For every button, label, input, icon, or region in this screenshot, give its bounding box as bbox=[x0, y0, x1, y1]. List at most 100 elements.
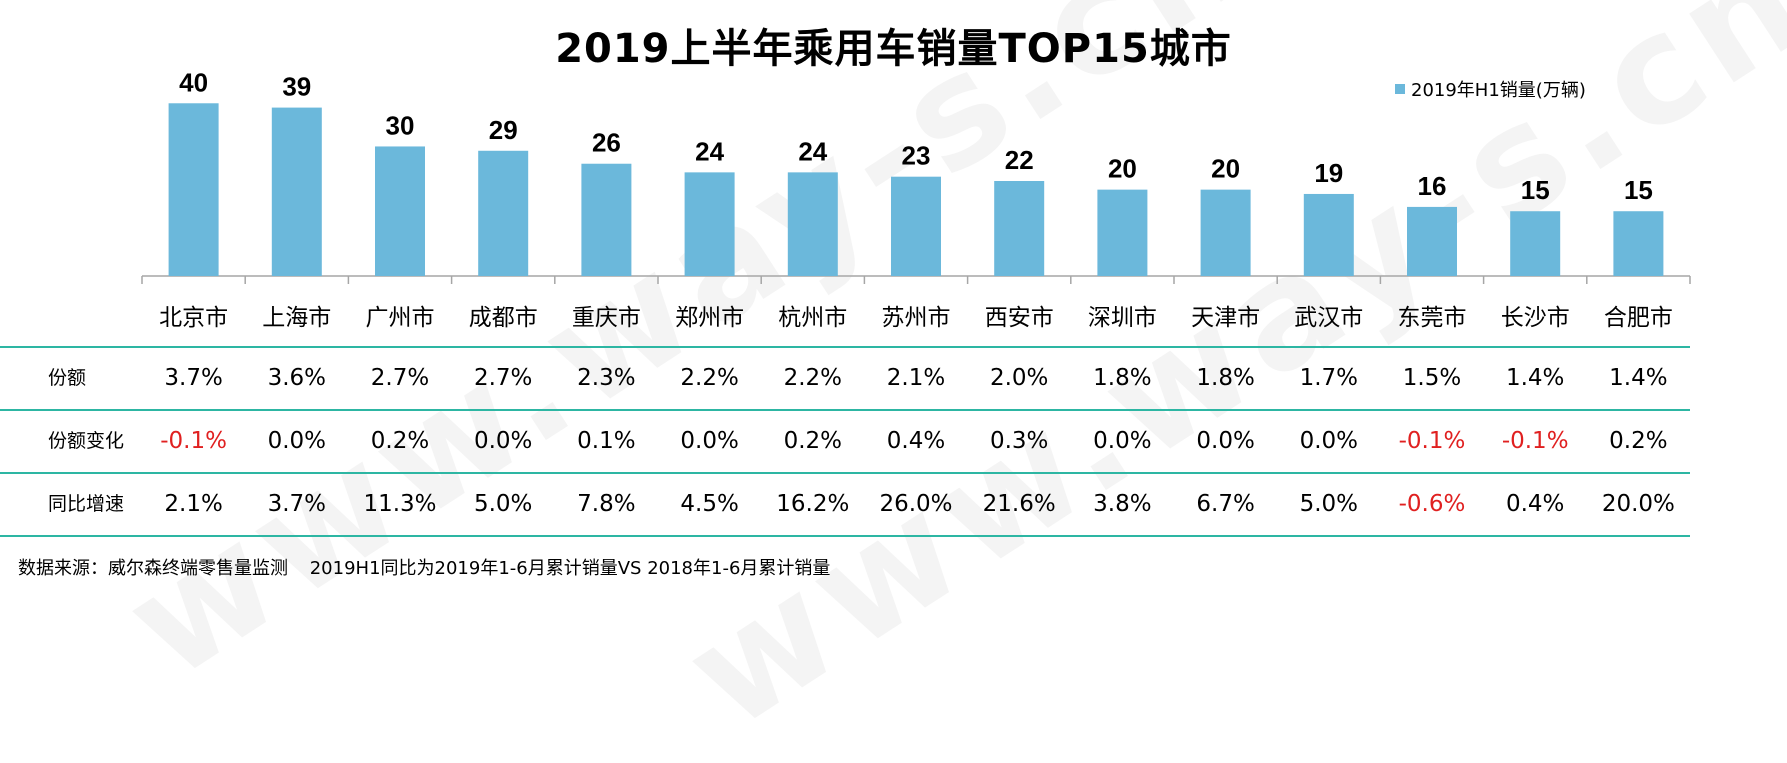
table-cell: 0.2% bbox=[783, 428, 843, 454]
table-cell: 4.5% bbox=[680, 491, 739, 517]
x-tick-label: 上海市 bbox=[262, 305, 331, 331]
bar bbox=[891, 176, 941, 276]
x-tick-label: 合肥市 bbox=[1604, 305, 1673, 331]
bar bbox=[478, 150, 529, 276]
x-tick-label: 重庆市 bbox=[572, 305, 641, 331]
x-tick-label: 苏州市 bbox=[882, 305, 951, 331]
data-label: 24 bbox=[798, 136, 827, 166]
table-cell: 1.5% bbox=[1402, 365, 1462, 391]
x-tick-label: 成都市 bbox=[469, 305, 538, 331]
table-cell: 5.0% bbox=[473, 491, 533, 517]
legend-label: 2019年H1销量(万辆) bbox=[1411, 80, 1586, 101]
table-row: 份额 3.7% 3.6% 2.7% 2.7% 2.3% 2.2% 2.2% 2.1% 2.0% 1.… bbox=[0, 346, 1690, 411]
table-cell: 1.4% bbox=[1505, 365, 1565, 391]
legend: 2019年H1销量(万辆) bbox=[1395, 76, 1586, 102]
legend-swatch bbox=[1395, 84, 1405, 94]
bar bbox=[1097, 189, 1148, 276]
table-cell: 0.0% bbox=[1196, 428, 1255, 454]
table-row: 同比增速 2.1% 3.7% 11.3% 5.0% 7.8% 4.5% 16.2% 26.0% 2… bbox=[0, 474, 1690, 537]
table-cell: 3.7% bbox=[164, 365, 223, 391]
table-cell: 0.0% bbox=[680, 428, 739, 454]
table-cell: 1.7% bbox=[1299, 365, 1359, 391]
table-cell: 2.1% bbox=[164, 491, 223, 517]
bar bbox=[271, 107, 322, 276]
footnote-note: 2019H1同比为2019年1-6月累计销量VS 2018年1-6月累计销量 bbox=[309, 558, 831, 579]
data-label: 23 bbox=[902, 141, 931, 171]
footnote-source: 数据来源：威尔森终端零售量监测 bbox=[18, 558, 288, 579]
table-cell: 7.8% bbox=[577, 491, 636, 517]
table-cell: 0.4% bbox=[1505, 491, 1565, 517]
x-tick-label: 西安市 bbox=[985, 305, 1054, 331]
data-label: 29 bbox=[489, 115, 518, 145]
table-cell: 2.7% bbox=[473, 365, 533, 391]
table-cell: 16.2% bbox=[776, 491, 850, 517]
table-cell: 5.0% bbox=[1299, 491, 1359, 517]
data-label: 26 bbox=[592, 128, 621, 158]
table-cell: 2.0% bbox=[989, 365, 1049, 391]
bar bbox=[168, 103, 219, 276]
table-cell: 2.1% bbox=[886, 365, 946, 391]
data-label: 24 bbox=[695, 136, 724, 166]
x-tick-label: 深圳市 bbox=[1088, 305, 1157, 331]
chart-title: 2019上半年乘用车销量TOP15城市 bbox=[555, 26, 1232, 72]
x-tick-label: 杭州市 bbox=[778, 305, 847, 331]
data-label: 39 bbox=[282, 72, 311, 102]
bar bbox=[787, 172, 838, 276]
table-row: 份额变化 -0.1% 0.0% 0.2% 0.0% 0.1% 0.0% 0.2% 0.4% 0.3… bbox=[0, 411, 1690, 474]
data-label: 19 bbox=[1314, 158, 1343, 188]
table-cell: 3.8% bbox=[1093, 491, 1152, 517]
data-label: 15 bbox=[1624, 175, 1653, 205]
table-cell: 0.0% bbox=[1093, 428, 1152, 454]
data-label: 20 bbox=[1108, 154, 1137, 184]
table-cell: 3.7% bbox=[267, 491, 327, 517]
table-cell: 2.2% bbox=[680, 365, 739, 391]
table-cell: 0.1% bbox=[577, 428, 636, 454]
x-tick-label: 武汉市 bbox=[1294, 305, 1363, 331]
bar bbox=[1510, 211, 1561, 276]
table-cell: 26.0% bbox=[879, 491, 953, 517]
x-tick-label: 天津市 bbox=[1191, 305, 1260, 331]
table-cell: -0.1% bbox=[160, 428, 227, 454]
table-cell: 2.2% bbox=[783, 365, 843, 391]
x-tick-label: 东莞市 bbox=[1398, 305, 1467, 331]
table-cell: 0.3% bbox=[989, 428, 1049, 454]
table-cell: -0.1% bbox=[1501, 428, 1569, 454]
bar bbox=[684, 172, 735, 276]
table-cell: 0.2% bbox=[370, 428, 430, 454]
row-label: 同比增速 bbox=[48, 493, 125, 515]
footnote: 数据来源：威尔森终端零售量监测 2019H1同比为2019年1-6月累计销量VS… bbox=[18, 554, 846, 580]
table-cell: 0.0% bbox=[1299, 428, 1359, 454]
table-cell: 0.2% bbox=[1609, 428, 1668, 454]
table-cell: 0.4% bbox=[886, 428, 946, 454]
bar bbox=[375, 146, 425, 276]
data-label: 22 bbox=[1005, 145, 1034, 175]
bar bbox=[581, 163, 632, 276]
bar bbox=[1200, 189, 1251, 276]
table-cell: 21.6% bbox=[982, 491, 1056, 517]
bar bbox=[1613, 211, 1664, 276]
row-label: 份额变化 bbox=[48, 430, 125, 452]
table-cell: -0.6% bbox=[1398, 491, 1466, 517]
bar bbox=[1303, 193, 1354, 276]
x-tick-label: 郑州市 bbox=[675, 305, 744, 331]
table-cell: 0.0% bbox=[473, 428, 533, 454]
table-cell: 1.8% bbox=[1093, 365, 1152, 391]
data-table: 份额 3.7% 3.6% 2.7% 2.7% 2.3% 2.2% 2.2% 2.1% 2.0% 1.… bbox=[0, 346, 1690, 537]
data-label: 15 bbox=[1521, 175, 1550, 205]
x-tick-label: 广州市 bbox=[366, 305, 435, 331]
bar bbox=[1407, 206, 1457, 276]
table-cell: 3.6% bbox=[267, 365, 327, 391]
table-cell: 2.3% bbox=[577, 365, 636, 391]
data-label: 30 bbox=[386, 110, 415, 140]
bar bbox=[994, 181, 1045, 276]
table-cell: 1.8% bbox=[1196, 365, 1255, 391]
table-cell: 20.0% bbox=[1601, 491, 1675, 517]
bar-chart: 40 北京市 39 上海市 30 广州市 29 成都市 26 重庆市 24 郑州市 24 杭州市 23 苏州市… bbox=[141, 67, 1691, 331]
table-cell: 1.4% bbox=[1609, 365, 1668, 391]
data-label: 16 bbox=[1418, 171, 1447, 201]
table-cell: 11.3% bbox=[363, 491, 437, 517]
table-cell: 2.7% bbox=[370, 365, 430, 391]
table-cell: -0.1% bbox=[1398, 428, 1466, 454]
x-tick-label: 北京市 bbox=[159, 305, 228, 331]
x-tick-label: 长沙市 bbox=[1501, 305, 1570, 331]
